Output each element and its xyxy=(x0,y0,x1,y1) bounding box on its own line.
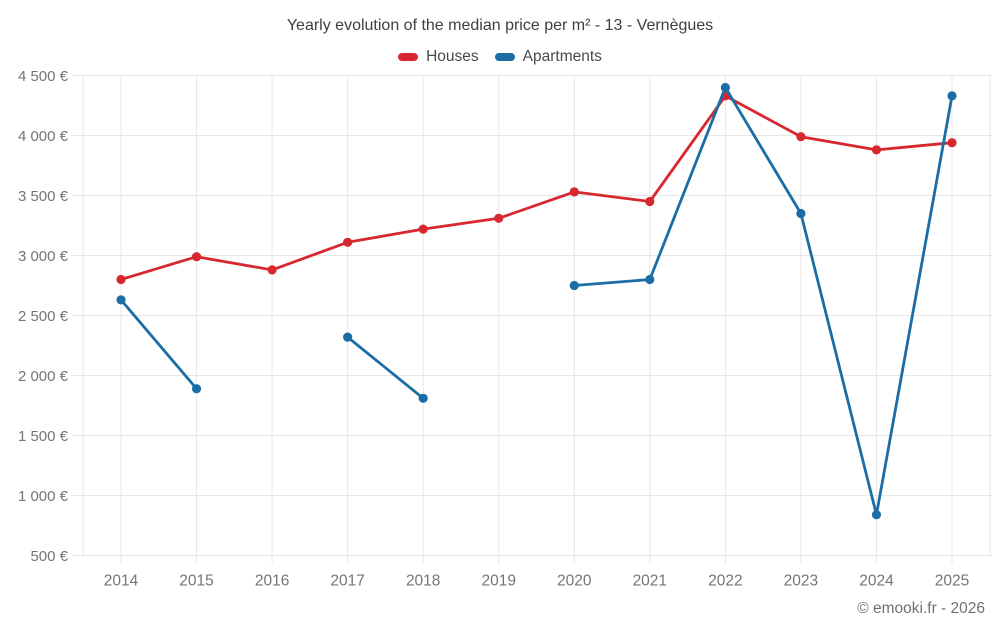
y-tick-label: 1 500 € xyxy=(18,428,69,445)
y-tick-label: 4 000 € xyxy=(18,128,69,145)
data-point-apartments-2022 xyxy=(720,82,730,93)
data-point-apartments-2024 xyxy=(871,510,882,520)
y-axis-labels: 500 € 1 000 € 1 500 € 2 000 € 2 500 € 3 000 €… xyxy=(18,68,69,565)
data-point-apartments-2021 xyxy=(645,274,655,285)
legend-item-houses[interactable]: Houses xyxy=(398,48,479,66)
x-tick-label: 2024 xyxy=(859,573,894,590)
series-line-apartments xyxy=(119,298,198,391)
data-point-apartments-2025 xyxy=(947,91,957,101)
data-point-houses-2016 xyxy=(267,265,277,275)
x-tick-label: 2018 xyxy=(406,573,440,590)
data-point-apartments-2023 xyxy=(796,208,806,219)
y-tick-label: 500 € xyxy=(30,548,68,565)
legend-label: Houses xyxy=(426,48,479,65)
x-tick-label: 2014 xyxy=(104,573,139,590)
data-point-houses-2023 xyxy=(796,132,806,142)
x-tick-label: 2021 xyxy=(633,573,667,590)
data-point-apartments-2015 xyxy=(191,384,202,394)
data-point-houses-2015 xyxy=(191,252,202,262)
x-tick-label: 2020 xyxy=(557,573,592,590)
y-tick-label: 1 000 € xyxy=(18,488,69,505)
copyright-watermark: © emooki.fr - 2026 xyxy=(857,600,985,617)
series-line-apartments xyxy=(572,86,954,517)
data-point-houses-2020 xyxy=(569,187,579,197)
x-axis-labels: 2014 2015 2016 2017 2018 2019 2020 2021 2022 2023… xyxy=(104,573,969,590)
data-point-houses-2014 xyxy=(116,274,126,285)
horizontal-gridlines xyxy=(73,75,992,556)
y-tick-label: 4 500 € xyxy=(18,68,69,85)
legend-swatch-houses xyxy=(398,53,419,61)
data-point-apartments-2020 xyxy=(569,280,579,291)
x-tick-label: 2017 xyxy=(330,573,364,590)
x-tick-label: 2015 xyxy=(179,573,213,590)
y-tick-label: 3 500 € xyxy=(18,188,69,205)
x-tick-label: 2023 xyxy=(784,573,818,590)
y-tick-label: 3 000 € xyxy=(18,248,69,265)
data-point-houses-2021 xyxy=(645,196,655,207)
x-tick-label: 2016 xyxy=(255,573,289,590)
legend: Houses Apartments xyxy=(0,48,1000,66)
data-point-houses-2019 xyxy=(494,213,504,223)
data-point-houses-2017 xyxy=(343,237,353,247)
data-point-houses-2024 xyxy=(871,145,882,155)
y-tick-label: 2 000 € xyxy=(18,368,69,385)
series-line-houses xyxy=(119,94,954,281)
x-tick-label: 2025 xyxy=(935,573,969,590)
x-tick-label: 2022 xyxy=(708,573,742,590)
vertical-gridlines xyxy=(82,75,991,564)
series-houses xyxy=(116,91,957,285)
data-point-apartments-2018 xyxy=(418,393,428,403)
legend-item-apartments[interactable]: Apartments xyxy=(494,48,602,66)
series-line-apartments xyxy=(346,335,425,400)
series-apartments xyxy=(116,82,957,520)
chart-title: Yearly evolution of the median price per… xyxy=(286,17,714,34)
legend-swatch-apartments xyxy=(494,53,515,61)
legend-label: Apartments xyxy=(522,48,602,65)
data-point-houses-2025 xyxy=(947,138,957,148)
data-point-apartments-2017 xyxy=(343,332,353,342)
data-point-houses-2018 xyxy=(418,224,428,234)
data-point-apartments-2014 xyxy=(116,295,126,305)
y-tick-label: 2 500 € xyxy=(18,308,69,325)
x-tick-label: 2019 xyxy=(481,573,515,590)
